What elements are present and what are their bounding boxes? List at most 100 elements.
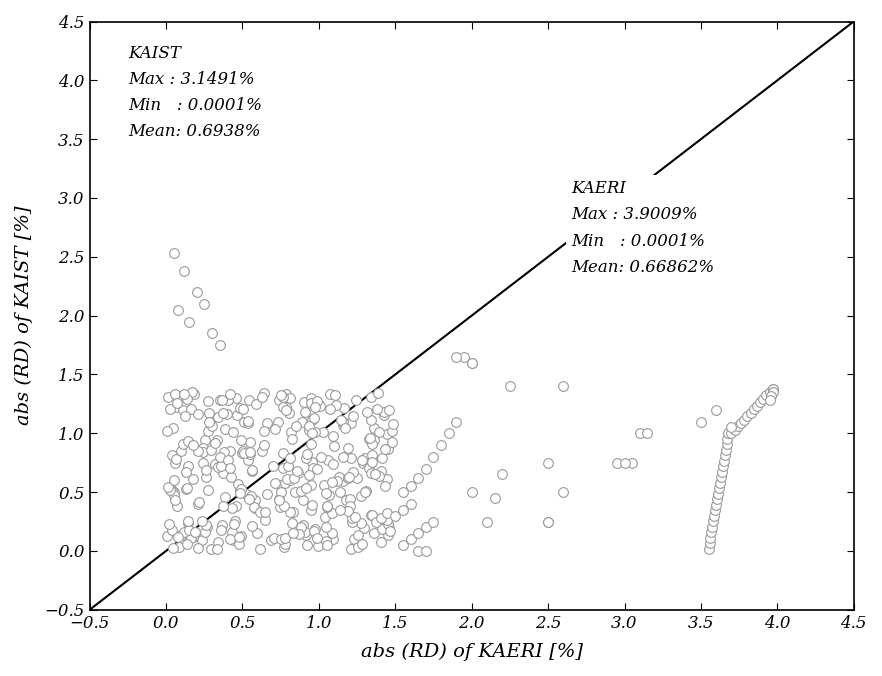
Point	[167, 248, 181, 259]
Point	[177, 389, 191, 400]
Point	[321, 536, 335, 547]
Point	[333, 415, 348, 426]
Point	[196, 442, 210, 453]
Point	[383, 525, 397, 536]
Point	[365, 509, 379, 520]
Point	[320, 501, 334, 512]
Point	[192, 496, 206, 507]
Point	[168, 457, 183, 468]
Point	[385, 426, 400, 437]
Point	[323, 403, 337, 414]
Point	[322, 490, 336, 501]
Point	[181, 461, 195, 472]
Point	[363, 510, 377, 521]
Point	[304, 439, 318, 450]
Point	[195, 443, 209, 454]
Text: KAIST
Max : 3.1491%
Min   : 0.0001%
Mean: 0.6938%: KAIST Max : 3.1491% Min : 0.0001% Mean: …	[128, 45, 262, 141]
Point	[205, 420, 219, 431]
Point	[211, 462, 225, 473]
Point	[169, 402, 183, 412]
Point	[169, 501, 183, 512]
Point	[347, 534, 361, 545]
Point	[358, 487, 372, 498]
Point	[457, 352, 471, 362]
Point	[336, 475, 350, 486]
Point	[311, 541, 325, 552]
Point	[198, 465, 213, 476]
Point	[377, 406, 391, 417]
Point	[169, 398, 183, 409]
Point	[396, 487, 410, 498]
Point	[283, 452, 297, 463]
Point	[234, 434, 248, 445]
Point	[766, 383, 780, 394]
Point	[178, 466, 192, 477]
Point	[557, 487, 571, 498]
Point	[202, 408, 216, 418]
Text: KAERI
Max : 3.9009%
Min   : 0.0001%
Mean: 0.66862%: KAERI Max : 3.9009% Min : 0.0001% Mean: …	[571, 180, 714, 276]
Point	[488, 493, 502, 504]
Point	[198, 435, 213, 445]
Point	[216, 467, 230, 478]
Point	[346, 467, 360, 478]
Point	[411, 546, 425, 556]
Point	[282, 393, 296, 404]
Point	[243, 491, 258, 502]
Point	[181, 436, 195, 447]
Point	[265, 461, 280, 472]
Point	[234, 531, 248, 542]
Point	[714, 472, 728, 483]
Point	[274, 533, 288, 544]
Point	[344, 544, 358, 554]
Point	[272, 494, 286, 505]
Point	[705, 527, 719, 537]
Point	[711, 488, 725, 499]
Point	[231, 478, 245, 489]
Point	[360, 458, 374, 468]
Point	[165, 525, 179, 536]
Point	[763, 395, 777, 406]
Point	[303, 469, 317, 480]
Point	[380, 429, 394, 439]
Point	[284, 427, 298, 437]
Point	[164, 484, 178, 495]
Point	[364, 391, 378, 402]
Point	[174, 529, 188, 540]
Point	[715, 461, 729, 472]
Point	[419, 546, 433, 556]
Point	[369, 516, 383, 527]
Point	[302, 420, 316, 431]
Point	[187, 388, 201, 399]
Point	[344, 418, 358, 429]
Point	[258, 507, 273, 518]
Point	[227, 518, 241, 529]
Point	[161, 391, 175, 402]
Point	[710, 493, 724, 504]
Point	[255, 391, 269, 402]
Point	[202, 417, 216, 428]
Point	[161, 531, 175, 542]
Point	[253, 506, 267, 517]
Point	[274, 487, 288, 498]
Point	[365, 456, 379, 467]
Point	[304, 397, 318, 408]
Point	[718, 450, 732, 460]
Point	[259, 489, 273, 500]
Point	[161, 481, 176, 492]
Point	[181, 483, 195, 493]
Point	[419, 463, 433, 474]
Point	[359, 486, 373, 497]
Point	[236, 448, 250, 458]
Point	[338, 423, 352, 434]
Point	[215, 395, 229, 406]
Point	[182, 316, 196, 327]
Point	[350, 541, 364, 552]
Point	[320, 501, 334, 512]
Point	[382, 404, 396, 415]
Point	[183, 525, 197, 535]
Point	[204, 445, 218, 456]
Point	[314, 451, 328, 462]
Point	[426, 452, 440, 462]
Point	[708, 505, 722, 516]
Point	[285, 434, 299, 445]
